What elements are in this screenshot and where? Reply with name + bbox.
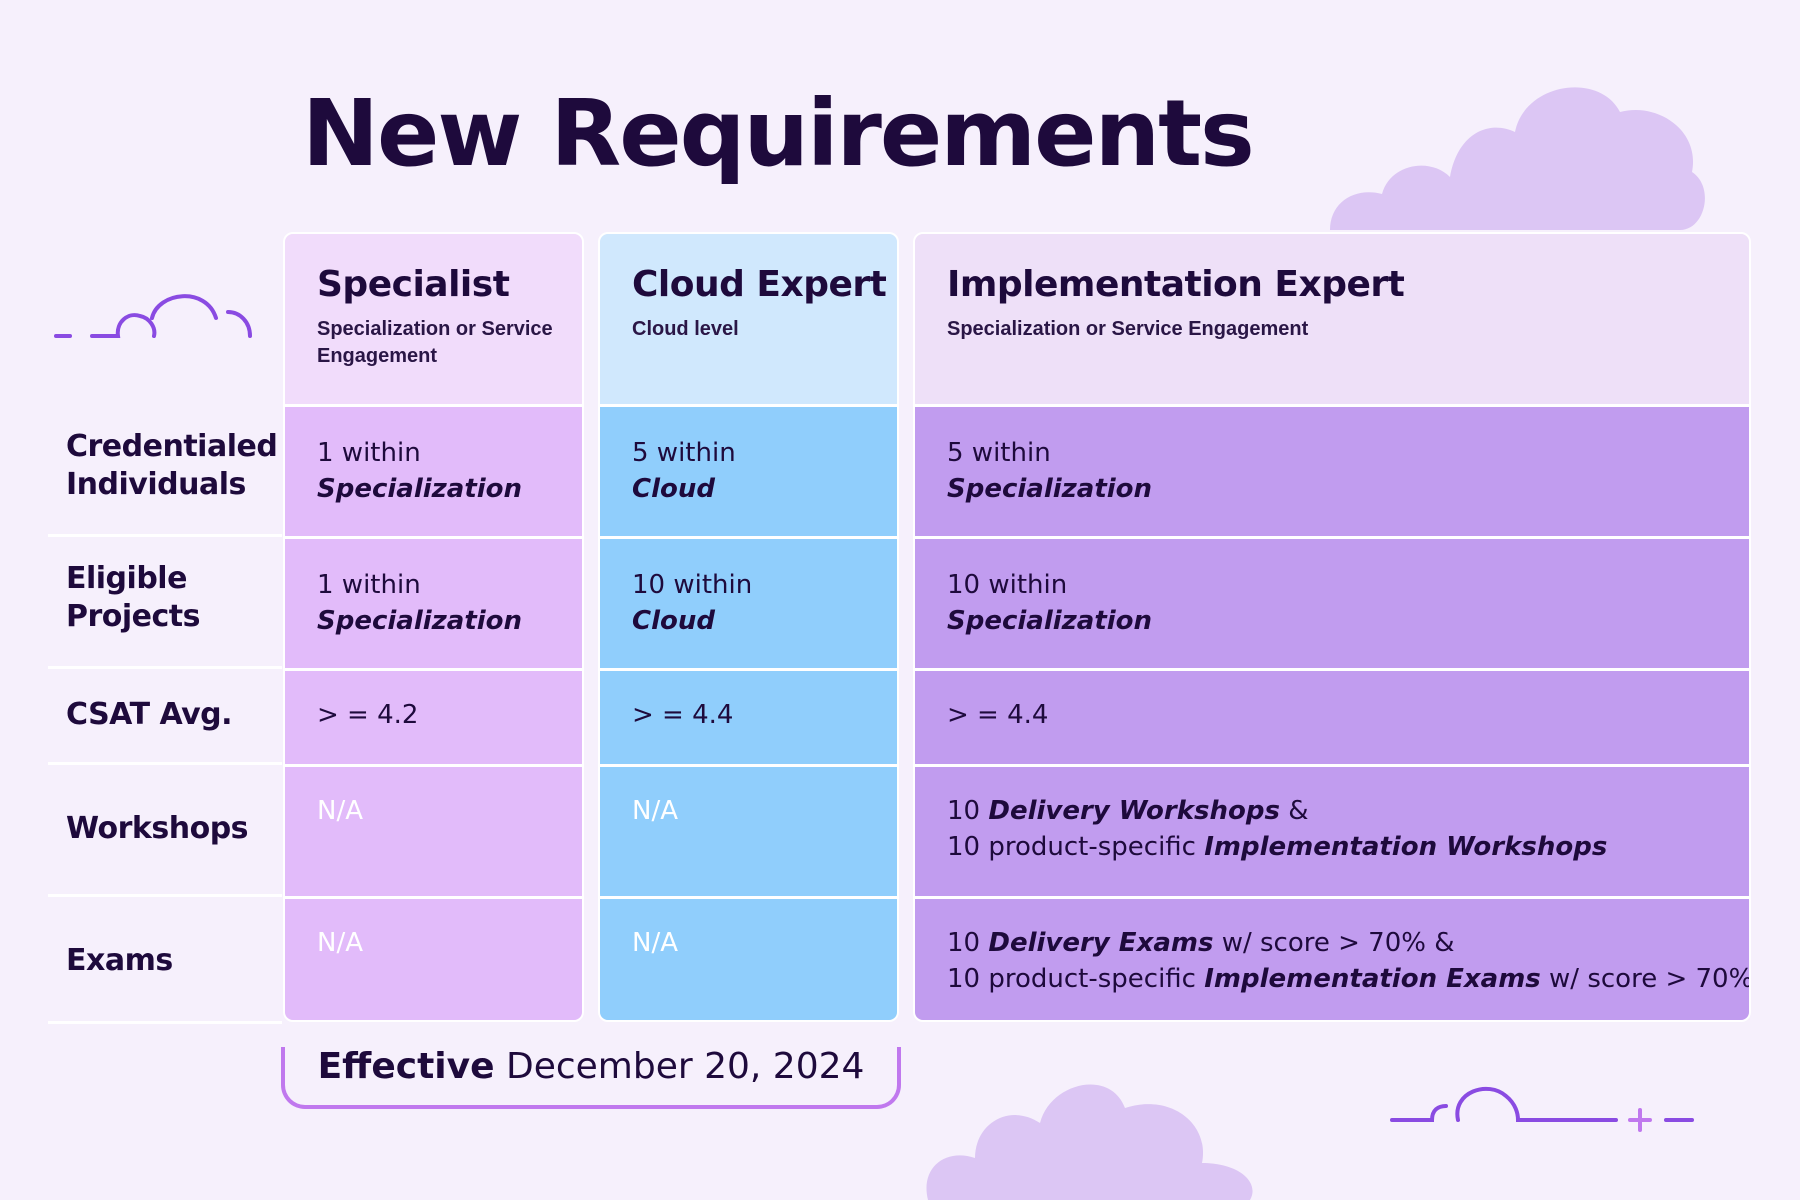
column-title: Implementation Expert xyxy=(947,264,1405,305)
row-divider xyxy=(48,666,282,669)
effective-label: Effective xyxy=(317,1046,495,1087)
row-divider xyxy=(48,894,282,897)
column-header: Implementation Expert Specialization or … xyxy=(915,234,1749,404)
cell-scope: Specialization xyxy=(947,606,1153,636)
cell-scope: Specialization xyxy=(317,474,523,504)
column-implementation-expert: Implementation Expert Specialization or … xyxy=(913,232,1751,1022)
cell-csat: > = 4.2 xyxy=(285,668,582,766)
row-label-line: Credentialed xyxy=(66,429,278,464)
cell-csat: > = 4.4 xyxy=(600,668,897,766)
column-subtitle: Cloud level xyxy=(632,318,739,340)
cell-scope: Specialization xyxy=(947,474,1153,504)
column-cloud-expert: Cloud Expert Cloud level 5 within Cloud … xyxy=(598,232,899,1022)
column-specialist: Specialist Specialization or Service Eng… xyxy=(283,232,584,1022)
cell-eligible: 10 within Specialization xyxy=(915,536,1749,670)
cell-csat: > = 4.4 xyxy=(915,668,1749,766)
text-run-emphasis: Implementation Exams xyxy=(1204,964,1541,994)
row-divider xyxy=(48,762,282,765)
row-divider xyxy=(48,534,282,537)
column-title: Specialist xyxy=(317,264,510,305)
cell-line: 10 Delivery Exams w/ score > 70% & xyxy=(947,925,1749,961)
row-divider xyxy=(48,1021,282,1024)
text-run-emphasis: Delivery Exams xyxy=(988,928,1214,958)
cell-credentialed: 5 within Cloud xyxy=(600,404,897,538)
cloud-outline-icon xyxy=(54,294,252,338)
cell-credentialed: 1 within Specialization xyxy=(285,404,582,538)
text-run: 10 xyxy=(947,928,989,958)
cell-count: 5 within xyxy=(947,438,1051,468)
cell-scope: Cloud xyxy=(632,474,715,504)
column-title: Cloud Expert xyxy=(632,264,887,305)
effective-date: December 20, 2024 xyxy=(505,1046,865,1087)
column-subtitle: Specialization or Service Engagement xyxy=(947,318,1309,340)
cell-exams: 10 Delivery Exams w/ score > 70% & 10 pr… xyxy=(915,896,1749,1020)
text-run: w/ score > 70% xyxy=(1540,964,1751,994)
cell-line: 10 Delivery Workshops & xyxy=(947,793,1749,829)
cell-exams: N/A xyxy=(285,896,582,1020)
page-title: New Requirements xyxy=(302,80,1255,187)
text-run: & xyxy=(1279,796,1309,826)
cell-scope: Cloud xyxy=(632,606,715,636)
cell-count: 1 within xyxy=(317,570,421,600)
effective-date-banner: Effective December 20, 2024 xyxy=(281,1047,901,1109)
cell-credentialed: 5 within Specialization xyxy=(915,404,1749,538)
plus-icon xyxy=(1628,1108,1652,1132)
cell-count: 10 within xyxy=(947,570,1068,600)
row-label-exams: Exams xyxy=(66,943,173,978)
cell-count: 10 within xyxy=(632,570,753,600)
row-label-workshops: Workshops xyxy=(66,811,249,846)
cell-workshops: N/A xyxy=(285,764,582,898)
cloud-outline-icon xyxy=(1390,1086,1694,1132)
row-label-csat: CSAT Avg. xyxy=(66,697,233,732)
column-header: Cloud Expert Cloud level xyxy=(600,234,897,404)
text-run-emphasis: Implementation Workshops xyxy=(1204,832,1608,862)
column-header: Specialist Specialization or Service Eng… xyxy=(285,234,582,404)
cell-scope: Specialization xyxy=(317,606,523,636)
cell-eligible: 1 within Specialization xyxy=(285,536,582,670)
text-run: 10 product-specific xyxy=(947,964,1205,994)
cell-workshops: 10 Delivery Workshops & 10 product-speci… xyxy=(915,764,1749,898)
row-label-credentialed: Credentialed Individuals xyxy=(66,428,278,504)
text-run: 10 product-specific xyxy=(947,832,1205,862)
text-run-emphasis: Delivery Workshops xyxy=(988,796,1280,826)
cell-exams: N/A xyxy=(600,896,897,1020)
cell-count: 1 within xyxy=(317,438,421,468)
row-label-line: Eligible xyxy=(66,561,187,596)
column-subtitle: Specialization or Service Engagement xyxy=(317,318,553,367)
row-label-line: Individuals xyxy=(66,467,246,502)
row-label-line: Projects xyxy=(66,599,201,634)
cell-line: 10 product-specific Implementation Exams… xyxy=(947,961,1749,997)
cell-workshops: N/A xyxy=(600,764,897,898)
cell-count: 5 within xyxy=(632,438,736,468)
text-run: w/ score > 70% & xyxy=(1213,928,1455,958)
cell-line: 10 product-specific Implementation Works… xyxy=(947,829,1749,865)
cell-eligible: 10 within Cloud xyxy=(600,536,897,670)
row-label-eligible: Eligible Projects xyxy=(66,560,201,636)
cloud-shape-icon xyxy=(1330,87,1705,230)
cloud-shape-icon xyxy=(926,1084,1253,1200)
text-run: 10 xyxy=(947,796,989,826)
